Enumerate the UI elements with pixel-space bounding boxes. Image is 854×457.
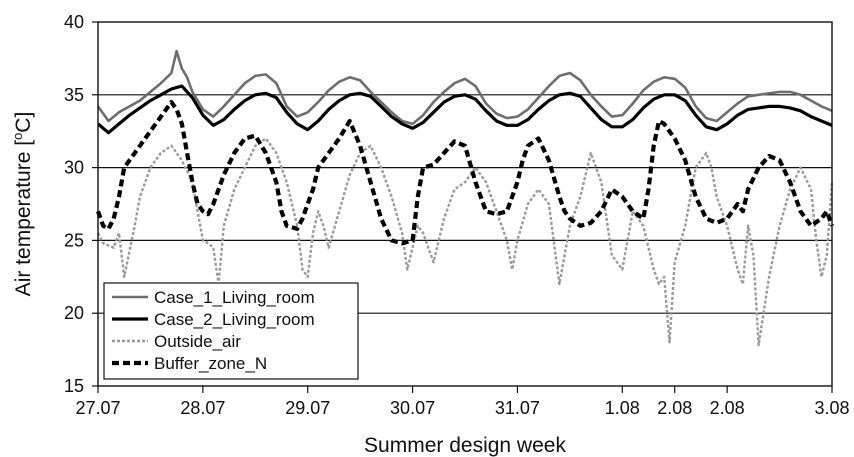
y-axis-title-degree: o	[10, 133, 25, 140]
plot-area-frame	[97, 21, 833, 387]
series-line-case-1-living-room	[96, 49, 833, 126]
legend-label: Outside_air	[154, 332, 241, 351]
x-tick-label: 29.07	[285, 398, 330, 418]
y-tick-label: 25	[64, 230, 84, 250]
x-axis-title: Summer design week	[364, 434, 566, 457]
x-tick-label: 28.07	[180, 398, 225, 418]
legend: Case_1_Living_room Case_2_Living_room Outs…	[103, 282, 359, 380]
y-tick-label: 40	[64, 12, 84, 32]
y-tick-label: 35	[64, 85, 84, 105]
legend-label: Case_1_Living_room	[154, 288, 315, 307]
x-tick-label: 2.08	[657, 398, 692, 418]
series-line-case-2-living-room	[96, 84, 833, 135]
y-axis-ticks: 15 20 25 30 35 40	[64, 12, 98, 396]
y-axis-title-suffix: C]	[12, 112, 35, 133]
y-axis-title: Air temperature [oC]	[10, 112, 35, 297]
legend-label: Case_2_Living_room	[154, 310, 315, 329]
series-lines	[96, 49, 834, 347]
x-tick-label: 27.07	[75, 398, 120, 418]
x-axis-ticks: 27.07 28.07 29.07 30.07 31.07 1.08 2.08 2.08 3.0…	[75, 386, 850, 418]
y-tick-label: 20	[64, 303, 84, 323]
y-tick-label: 15	[64, 376, 84, 396]
y-tick-label: 30	[64, 158, 84, 178]
x-tick-label: 30.07	[390, 398, 435, 418]
series-line-buffer-zone-n	[96, 99, 834, 246]
x-tick-label: 31.07	[495, 398, 540, 418]
x-tick-label: 2.08	[710, 398, 745, 418]
x-tick-label: 3.08	[814, 398, 849, 418]
x-tick-label: 1.08	[605, 398, 640, 418]
series-line-outside-air	[96, 137, 834, 347]
y-axis-title-prefix: Air temperature [	[12, 140, 35, 297]
legend-label: Buffer_zone_N	[154, 354, 267, 373]
